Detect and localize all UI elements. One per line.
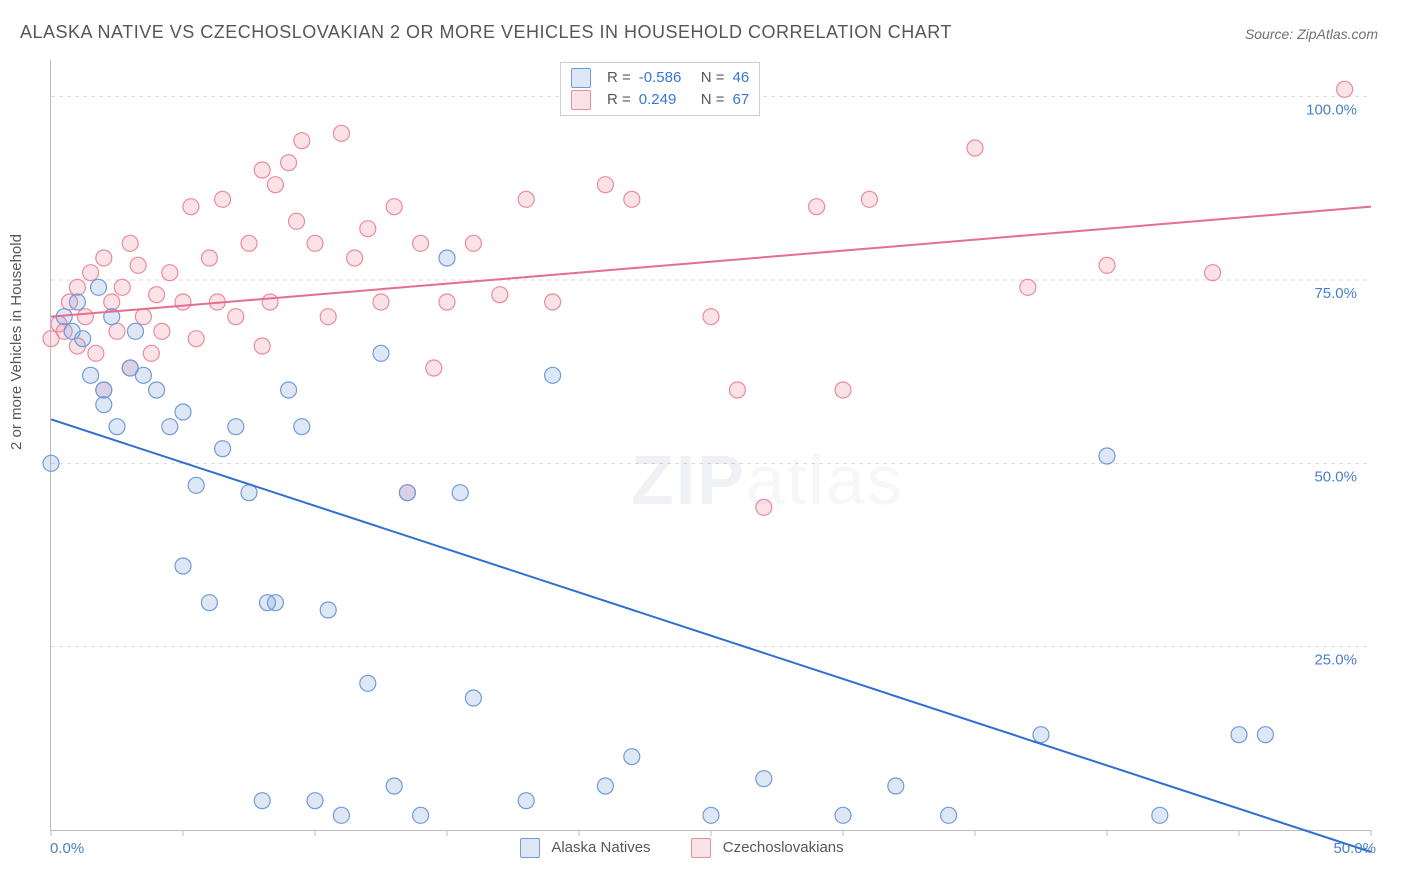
x-axis-min-label: 0.0% <box>50 840 84 857</box>
svg-text:75.0%: 75.0% <box>1314 285 1357 302</box>
stat-n-value-2: 67 <box>733 89 750 111</box>
stat-n-label: N = <box>701 67 725 89</box>
legend: Alaska Natives Czechoslovakians <box>520 838 844 858</box>
swatch-series-2-legend <box>691 838 711 858</box>
swatch-series-1-legend <box>520 838 540 858</box>
stat-r-label-2: R = <box>607 89 631 111</box>
svg-text:100.0%: 100.0% <box>1306 102 1357 119</box>
stat-box: R = -0.586 N = 46 R = 0.249 N = 67 <box>560 62 760 116</box>
legend-label-2: Czechoslovakians <box>723 839 844 856</box>
stat-r-label: R = <box>607 67 631 89</box>
stat-row-1: R = -0.586 N = 46 <box>571 67 749 89</box>
plot-area: 25.0% 50.0% 75.0% 100.0% ZIPatlas <box>50 60 1371 831</box>
legend-item-1: Alaska Natives <box>520 838 651 858</box>
legend-label-1: Alaska Natives <box>551 839 650 856</box>
source-label: Source: ZipAtlas.com <box>1245 26 1378 42</box>
y-axis-label: 2 or more Vehicles in Household <box>8 234 25 450</box>
chart-title: ALASKA NATIVE VS CZECHOSLOVAKIAN 2 OR MO… <box>20 22 952 43</box>
stat-row-2: R = 0.249 N = 67 <box>571 89 749 111</box>
watermark: ZIPatlas <box>631 440 904 520</box>
swatch-series-2 <box>571 90 591 110</box>
stat-r-value-1: -0.586 <box>639 67 693 89</box>
stat-n-label-2: N = <box>701 89 725 111</box>
svg-text:50.0%: 50.0% <box>1314 468 1357 485</box>
stat-n-value-1: 46 <box>733 67 750 89</box>
legend-item-2: Czechoslovakians <box>691 838 844 858</box>
stat-r-value-2: 0.249 <box>639 89 693 111</box>
svg-text:25.0%: 25.0% <box>1314 652 1357 669</box>
swatch-series-1 <box>571 68 591 88</box>
x-axis-max-label: 50.0% <box>1333 840 1376 857</box>
